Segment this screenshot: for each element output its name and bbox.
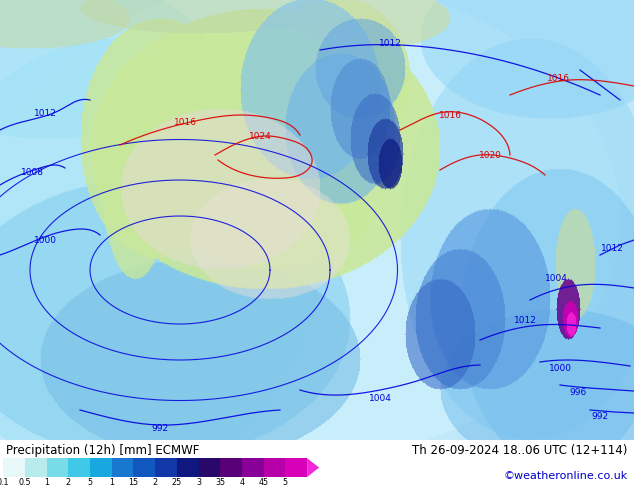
Text: 2: 2 (153, 478, 158, 488)
Text: 1: 1 (44, 478, 49, 488)
Bar (264, 458, 285, 477)
Text: 15: 15 (128, 478, 138, 488)
Text: 35: 35 (215, 478, 225, 488)
Bar (198, 458, 220, 477)
Text: 5: 5 (87, 478, 93, 488)
Bar (3, 458, 25, 477)
Text: 5: 5 (283, 478, 288, 488)
Text: 1004: 1004 (368, 393, 391, 402)
Text: Precipitation (12h) [mm] ECMWF: Precipitation (12h) [mm] ECMWF (6, 444, 200, 457)
Text: 1020: 1020 (479, 150, 501, 160)
Text: 45: 45 (259, 478, 269, 488)
Text: 1024: 1024 (249, 131, 271, 141)
Text: 1004: 1004 (545, 273, 567, 283)
Text: 992: 992 (592, 412, 609, 420)
Bar (68, 458, 90, 477)
Text: 1012: 1012 (600, 244, 623, 252)
Bar (285, 458, 307, 477)
Text: 1000: 1000 (34, 236, 56, 245)
Text: 1012: 1012 (378, 39, 401, 48)
Text: 1012: 1012 (514, 316, 536, 324)
Polygon shape (307, 458, 319, 477)
Text: 1016: 1016 (547, 74, 569, 82)
Text: 0.1: 0.1 (0, 478, 10, 488)
Text: 1008: 1008 (20, 168, 44, 176)
Bar (46, 458, 68, 477)
Bar (112, 458, 133, 477)
Text: 992: 992 (152, 423, 169, 433)
Text: 3: 3 (196, 478, 201, 488)
Bar (90, 458, 112, 477)
Text: 1000: 1000 (548, 364, 571, 372)
Text: 1: 1 (109, 478, 114, 488)
Text: ©weatheronline.co.uk: ©weatheronline.co.uk (503, 471, 628, 481)
Bar (25, 458, 46, 477)
Bar (177, 458, 198, 477)
Text: 25: 25 (172, 478, 182, 488)
Text: 4: 4 (240, 478, 245, 488)
Text: Th 26-09-2024 18..06 UTC (12+114): Th 26-09-2024 18..06 UTC (12+114) (412, 444, 628, 457)
Text: 1016: 1016 (439, 111, 462, 120)
Text: 1012: 1012 (34, 108, 56, 118)
Text: 0.5: 0.5 (18, 478, 31, 488)
Bar (220, 458, 242, 477)
Text: 1016: 1016 (174, 118, 197, 126)
Bar (242, 458, 264, 477)
Bar (155, 458, 177, 477)
Text: 996: 996 (569, 388, 586, 396)
Text: 2: 2 (66, 478, 71, 488)
Bar (133, 458, 155, 477)
